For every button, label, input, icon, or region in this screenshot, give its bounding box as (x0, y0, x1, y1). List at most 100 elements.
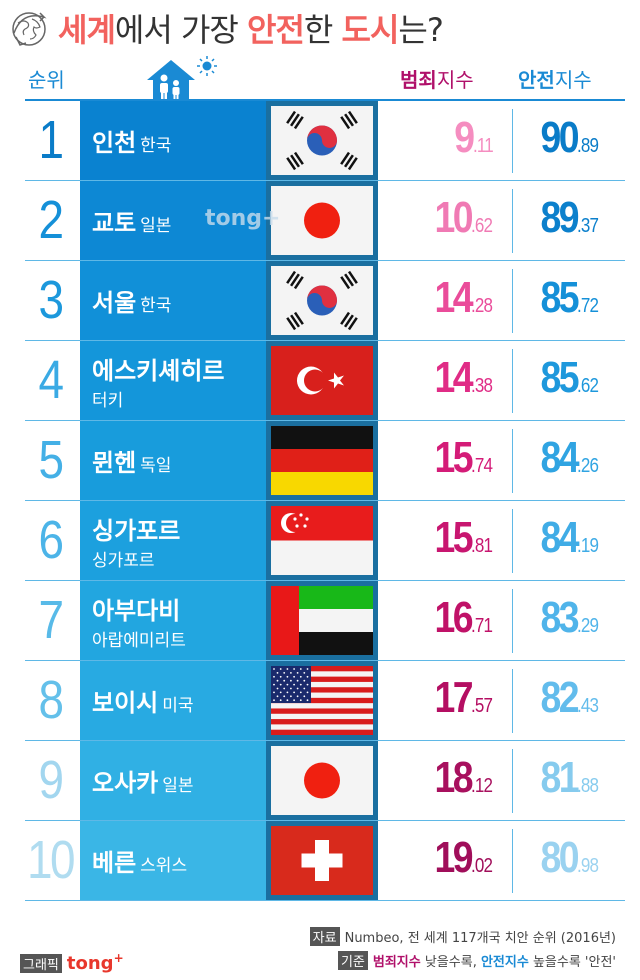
column-divider (512, 349, 513, 413)
column-divider (512, 189, 513, 253)
flag-switzerland-icon (271, 826, 373, 895)
row-divider (25, 180, 625, 181)
flag-korea-icon (271, 266, 373, 335)
country-name: 스위스 (140, 856, 188, 876)
rank-column-header: 순위 (28, 68, 65, 92)
safety-index-value: 89.37 (540, 193, 599, 242)
safety-index-value: 84.19 (540, 513, 599, 562)
safety-index-value: 84.26 (540, 433, 599, 482)
title-part: 한 (303, 11, 342, 49)
city-name: 아부다비 (92, 596, 181, 625)
city-panel: 뮌헨 독일 (80, 421, 266, 500)
crime-index-value: 14.38 (434, 353, 493, 402)
column-divider (512, 589, 513, 653)
title-part: 도시 (341, 11, 400, 49)
criteria-tag: 기준 (337, 951, 368, 970)
city-panel: 보이시 미국 (80, 661, 266, 740)
flag-uae-icon (271, 586, 373, 655)
row-divider (25, 260, 625, 261)
house-family-icon (147, 56, 217, 100)
city-panel: 베른 스위스 (80, 821, 266, 900)
country-name: 터키 (92, 390, 124, 411)
flag-frame (266, 741, 378, 820)
criteria-line: 기준 범죄지수 낮을수록, 안전지수 높을수록 '안전' (337, 951, 616, 970)
crime-index-value: 10.62 (434, 193, 493, 242)
flag-frame (266, 261, 378, 340)
row-divider (25, 660, 625, 661)
globe-icon (12, 12, 47, 46)
crime-index-header: 범죄지수 (400, 68, 474, 92)
row-divider (25, 820, 625, 821)
source-line: 자료 Numbeo, 전 세계 117개국 치안 순위 (2016년) (309, 927, 616, 946)
column-divider (512, 109, 513, 173)
criteria-mid: 낮을수록, (420, 955, 481, 970)
source-text: Numbeo, 전 세계 117개국 치안 순위 (2016년) (344, 931, 616, 946)
row-divider (25, 580, 625, 581)
country-name: 일본 (162, 776, 194, 796)
safety-index-value: 82.43 (540, 673, 599, 722)
table-row: 6 싱가포르 싱가포르 15.81 84.19 (0, 501, 640, 581)
flag-frame (266, 341, 378, 420)
flag-turkey-icon (271, 346, 373, 415)
city-name: 베른 (92, 849, 137, 877)
flag-singapore-icon (271, 506, 373, 575)
safety-index-value: 83.29 (540, 593, 599, 642)
table-row: 10 베른 스위스 19.02 80.98 (0, 821, 640, 901)
safety-index-header: 안전지수 (518, 68, 592, 92)
safety-index-value: 90.89 (540, 113, 599, 162)
country-name: 한국 (140, 296, 172, 316)
column-divider (512, 429, 513, 493)
flag-frame (266, 821, 378, 900)
safety-index-value: 80.98 (540, 833, 599, 882)
country-name: 일본 (140, 216, 172, 236)
row-divider (25, 500, 625, 501)
watermark: tong+ (205, 206, 281, 231)
table-row: 3 서울 한국 14.28 85.72 (0, 261, 640, 341)
source-tag: 자료 (309, 927, 340, 946)
country-name: 싱가포르 (92, 550, 155, 571)
safety-index-value: 81.88 (540, 753, 599, 802)
rank-number: 3 (38, 270, 64, 330)
city-panel: 서울 한국 (80, 261, 266, 340)
table-row: 1 인천 한국 9.11 90.89 (0, 101, 640, 181)
city-name: 오사카 (92, 769, 159, 797)
safety-index-value: 85.62 (540, 353, 599, 402)
crime-index-value: 19.02 (434, 833, 493, 882)
title-part: 세계 (58, 11, 116, 49)
rank-number: 6 (38, 510, 64, 570)
credit-tag: 그래픽 (20, 954, 62, 973)
crime-index-value: 16.71 (434, 593, 493, 642)
rank-number: 4 (38, 350, 64, 410)
page-title: 세계에서 가장 안전한 도시는? (8, 4, 444, 52)
rank-number: 7 (38, 590, 64, 650)
criteria-crime: 범죄지수 (372, 955, 421, 970)
column-divider (512, 269, 513, 333)
safety-index-value: 85.72 (540, 273, 599, 322)
city-panel: 오사카 일본 (80, 741, 266, 820)
title-part: 는? (398, 11, 443, 49)
city-name: 뮌헨 (92, 449, 137, 477)
city-name: 보이시 (92, 689, 159, 717)
table-row: 5 뮌헨 독일 15.74 84.26 (0, 421, 640, 501)
flag-frame (266, 501, 378, 580)
criteria-end: 높을수록 '안전' (528, 955, 616, 970)
flag-frame (266, 421, 378, 500)
rank-number: 10 (27, 830, 76, 890)
crime-index-value: 15.74 (434, 433, 493, 482)
country-name: 미국 (162, 696, 194, 716)
column-divider (512, 509, 513, 573)
table-header: 순위 범죄지수 안전지수 (0, 56, 640, 100)
table-row: 7 아부다비 아랍에미리트 16.71 83.29 (0, 581, 640, 661)
city-panel: 싱가포르 싱가포르 (80, 501, 266, 580)
country-name: 한국 (140, 136, 172, 156)
flag-japan-icon (271, 186, 373, 255)
rank-number: 1 (38, 110, 64, 170)
row-divider (25, 900, 625, 901)
flag-frame (266, 181, 378, 260)
header-divider (25, 99, 625, 101)
column-divider (512, 669, 513, 733)
column-divider (512, 749, 513, 813)
city-name: 서울 (92, 289, 137, 317)
footer: 자료 Numbeo, 전 세계 117개국 치안 순위 (2016년) 기준 범죄지… (0, 925, 640, 980)
city-panel: 에스키셰히르 터키 (80, 341, 266, 420)
